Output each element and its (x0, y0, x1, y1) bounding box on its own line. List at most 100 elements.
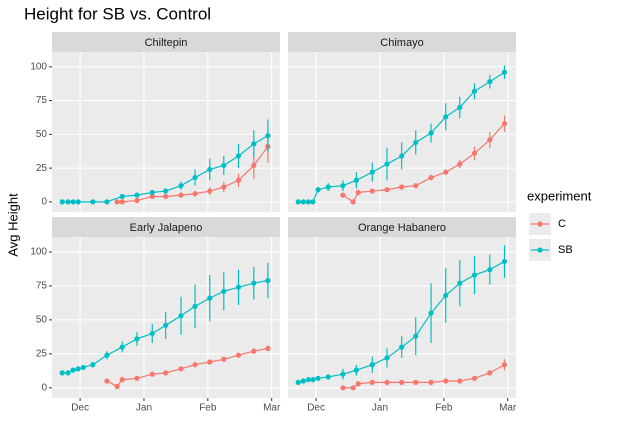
data-point (149, 371, 155, 377)
data-point (163, 322, 169, 328)
data-point (163, 188, 169, 194)
data-point (457, 378, 463, 384)
data-point (384, 355, 390, 361)
data-point (457, 161, 463, 167)
data-point (457, 104, 463, 110)
data-point (59, 370, 65, 376)
x-tick-label: Dec (307, 403, 325, 414)
data-point (457, 280, 463, 286)
data-point (149, 330, 155, 337)
x-tick-label: Jan (136, 403, 152, 414)
data-point (501, 362, 508, 368)
data-point (251, 162, 257, 169)
data-point (413, 139, 419, 146)
data-point (90, 362, 96, 368)
x-tick-label: Feb (199, 403, 217, 414)
data-point (134, 336, 140, 342)
data-point (163, 193, 169, 200)
x-tick-label: Feb (435, 403, 453, 414)
data-point (428, 130, 434, 136)
data-point (443, 378, 449, 384)
data-point (305, 377, 312, 383)
data-point (369, 379, 375, 385)
data-point (235, 153, 242, 159)
data-point (75, 199, 81, 205)
y-tick-label: 75 (36, 281, 48, 292)
data-point (471, 150, 478, 156)
data-point (235, 284, 242, 290)
data-point (305, 199, 312, 205)
data-point (501, 258, 508, 265)
data-point (487, 79, 493, 85)
legend-label: C (558, 218, 566, 230)
data-point (265, 133, 271, 139)
data-point (295, 379, 301, 385)
data-point (221, 184, 227, 190)
legend-point (537, 247, 543, 253)
data-point (353, 367, 359, 373)
data-point (399, 379, 405, 385)
legend-title: experiment (527, 188, 592, 203)
data-point (501, 120, 508, 127)
data-point (340, 385, 346, 391)
x-tick-label: Mar (499, 403, 517, 414)
x-tick-label: Jan (372, 403, 388, 414)
x-tick-label: Dec (71, 403, 89, 414)
data-point (178, 313, 184, 319)
data-point (265, 345, 271, 352)
data-point (340, 192, 346, 198)
data-point (369, 169, 375, 175)
data-point (487, 137, 493, 143)
strip (288, 217, 516, 237)
data-point (413, 183, 419, 189)
y-tick-label: 0 (41, 382, 47, 393)
data-point (192, 303, 198, 309)
data-point (355, 381, 361, 387)
data-point (134, 197, 140, 204)
data-point (325, 184, 331, 190)
data-point (178, 366, 184, 372)
data-point (428, 174, 434, 181)
panel-background (52, 52, 280, 212)
data-point (315, 375, 321, 381)
data-point (192, 191, 198, 197)
strip-label: Early Jalapeno (130, 222, 203, 234)
y-tick-label: 50 (36, 129, 48, 140)
data-point (178, 183, 184, 189)
y-tick-label: 0 (41, 197, 47, 208)
data-point (369, 188, 375, 194)
data-point (487, 267, 493, 273)
data-point (471, 272, 478, 278)
data-point (134, 192, 140, 198)
data-point (207, 188, 213, 194)
legend-point (537, 221, 543, 227)
y-tick-label: 50 (36, 315, 48, 326)
data-point (350, 199, 356, 205)
data-point (70, 199, 76, 205)
data-point (399, 184, 405, 190)
strip-label: Orange Habanero (358, 222, 446, 234)
data-point (192, 362, 198, 368)
data-point (134, 375, 140, 381)
data-point (310, 199, 316, 205)
y-tick-label: 25 (36, 163, 48, 174)
data-point (235, 352, 242, 358)
data-point (163, 370, 169, 376)
strip (52, 217, 280, 237)
data-point (114, 199, 120, 205)
y-tick-label: 75 (36, 95, 48, 106)
data-point (501, 69, 508, 75)
data-point (471, 375, 478, 381)
data-point (384, 161, 390, 167)
data-point (443, 114, 449, 120)
legend-label: SB (558, 244, 573, 256)
data-point (251, 141, 257, 147)
data-point (80, 364, 86, 371)
y-tick-label: 25 (36, 348, 48, 359)
data-point (355, 189, 361, 196)
data-point (384, 187, 390, 193)
panel-background (288, 237, 516, 398)
data-point (265, 277, 271, 284)
data-point (428, 310, 434, 316)
